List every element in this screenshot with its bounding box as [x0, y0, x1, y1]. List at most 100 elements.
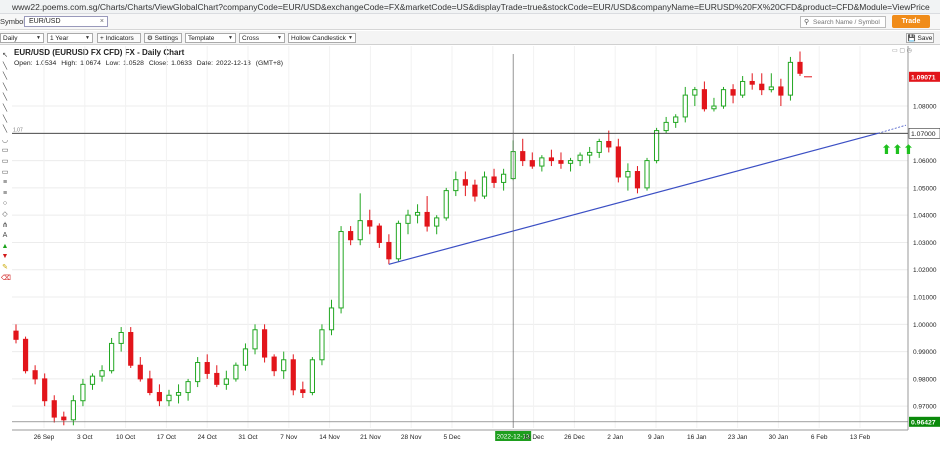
candle-up[interactable]	[319, 329, 325, 361]
candle-down[interactable]	[424, 211, 430, 227]
candle-up[interactable]	[740, 80, 746, 96]
candle-down[interactable]	[606, 141, 612, 148]
candle-up[interactable]	[443, 190, 449, 219]
candle-down[interactable]	[558, 160, 564, 164]
candle-up[interactable]	[663, 121, 669, 132]
candle-down[interactable]	[22, 338, 29, 372]
template-select[interactable]: Template ▼	[185, 33, 236, 43]
fibonacci-icon[interactable]: ≡	[2, 179, 8, 187]
candle-up[interactable]	[414, 211, 421, 216]
candle-up[interactable]	[309, 359, 315, 394]
candle-down[interactable]	[472, 184, 478, 197]
candle-up[interactable]	[673, 116, 679, 123]
curve-icon[interactable]: ◡	[1, 136, 9, 144]
candle-up[interactable]	[252, 329, 258, 350]
candle-up[interactable]	[768, 86, 774, 91]
candle-up[interactable]	[223, 378, 229, 385]
candle-down[interactable]	[137, 364, 143, 380]
text-icon[interactable]: A	[2, 232, 8, 240]
candle-up[interactable]	[395, 222, 402, 260]
candle-up[interactable]	[70, 400, 76, 421]
symbol-chip-eurusd[interactable]: EUR/USD ×	[24, 16, 108, 27]
candle-up[interactable]	[682, 94, 688, 118]
line-icon[interactable]: ╲	[2, 83, 8, 91]
range-select[interactable]: 1 Year ▼	[47, 33, 93, 43]
candle-up[interactable]	[242, 348, 249, 366]
candle-up[interactable]	[109, 342, 115, 372]
candle-up[interactable]	[787, 61, 794, 96]
candle-down[interactable]	[749, 80, 755, 85]
rectangle-icon[interactable]: ▭	[1, 147, 9, 155]
crosshair-select[interactable]: Cross ▼	[239, 33, 285, 43]
candle-up[interactable]	[118, 332, 124, 344]
symbol-search-input[interactable]	[813, 18, 885, 27]
candle-down[interactable]	[271, 356, 277, 372]
url-text[interactable]: www22.poems.com.sg/Charts/Charts/ViewGlo…	[12, 2, 930, 12]
up-arrow-icon[interactable]: ▲	[1, 242, 9, 250]
cursor-icon[interactable]: ↖	[2, 52, 8, 59]
browser-url-bar[interactable]: www22.poems.com.sg/Charts/Charts/ViewGlo…	[0, 0, 940, 14]
candle-up[interactable]	[233, 364, 239, 380]
candle-down[interactable]	[778, 86, 784, 96]
candle-up[interactable]	[596, 141, 602, 153]
line-icon[interactable]: ╲	[2, 115, 8, 123]
eraser-icon[interactable]: ⌫	[1, 274, 11, 282]
candle-down[interactable]	[214, 372, 220, 385]
candle-down[interactable]	[147, 378, 153, 394]
candle-down[interactable]	[300, 389, 306, 394]
candle-down[interactable]	[128, 332, 134, 366]
chart-type-select[interactable]: Hollow Candlestick ▼	[288, 33, 356, 43]
candle-up[interactable]	[711, 105, 717, 110]
shape-icon[interactable]: ◇	[2, 211, 8, 218]
candle-up[interactable]	[587, 151, 593, 156]
candle-up[interactable]	[80, 383, 86, 402]
candle-up[interactable]	[185, 381, 191, 394]
candle-up[interactable]	[481, 176, 488, 197]
candle-up[interactable]	[175, 392, 182, 396]
candle-down[interactable]	[701, 89, 707, 110]
trendline[interactable]	[388, 132, 879, 265]
candle-down[interactable]	[290, 359, 296, 391]
save-button[interactable]: 💾 Save	[906, 33, 934, 43]
circle-icon[interactable]: ○	[2, 200, 8, 208]
candle-down[interactable]	[520, 151, 526, 162]
candle-up[interactable]	[539, 157, 545, 167]
indicators-button[interactable]: + Indicators	[97, 33, 141, 43]
rectangle-icon[interactable]: ▭	[1, 168, 9, 176]
close-icon[interactable]: ×	[99, 18, 104, 25]
candle-up[interactable]	[644, 160, 650, 189]
candle-down[interactable]	[156, 392, 163, 402]
pitchfork-icon[interactable]: ⋔	[2, 221, 8, 229]
candle-up[interactable]	[166, 394, 172, 402]
candle-up[interactable]	[434, 217, 440, 227]
candle-down[interactable]	[730, 89, 736, 96]
line-icon[interactable]: ╲	[2, 62, 8, 70]
candle-up[interactable]	[453, 179, 459, 192]
candle-up[interactable]	[89, 375, 96, 385]
candle-down[interactable]	[32, 370, 38, 380]
candle-up[interactable]	[328, 307, 335, 331]
pencil-icon[interactable]: ✎	[2, 264, 8, 271]
candle-up[interactable]	[195, 362, 201, 383]
candle-up[interactable]	[338, 231, 344, 309]
line-icon[interactable]: ╲	[2, 105, 8, 112]
candle-down[interactable]	[634, 171, 641, 189]
candle-up[interactable]	[567, 160, 574, 164]
fibonacci-icon[interactable]: ≡	[2, 189, 8, 197]
candle-down[interactable]	[386, 241, 392, 260]
candle-down[interactable]	[548, 157, 555, 162]
line-icon[interactable]: ╲	[2, 94, 8, 102]
rectangle-icon[interactable]: ▭	[1, 158, 9, 165]
candle-down[interactable]	[797, 61, 803, 74]
candle-down[interactable]	[13, 330, 19, 340]
candle-down[interactable]	[529, 160, 535, 167]
candle-down[interactable]	[615, 146, 621, 178]
candle-down[interactable]	[462, 179, 468, 186]
candle-up[interactable]	[501, 173, 507, 183]
candle-up[interactable]	[357, 220, 363, 241]
candle-down[interactable]	[42, 378, 48, 402]
candle-up[interactable]	[577, 154, 583, 162]
chart-scale-buttons[interactable]: ▭ ▢ ◷	[892, 48, 912, 54]
candle-down[interactable]	[261, 329, 268, 358]
